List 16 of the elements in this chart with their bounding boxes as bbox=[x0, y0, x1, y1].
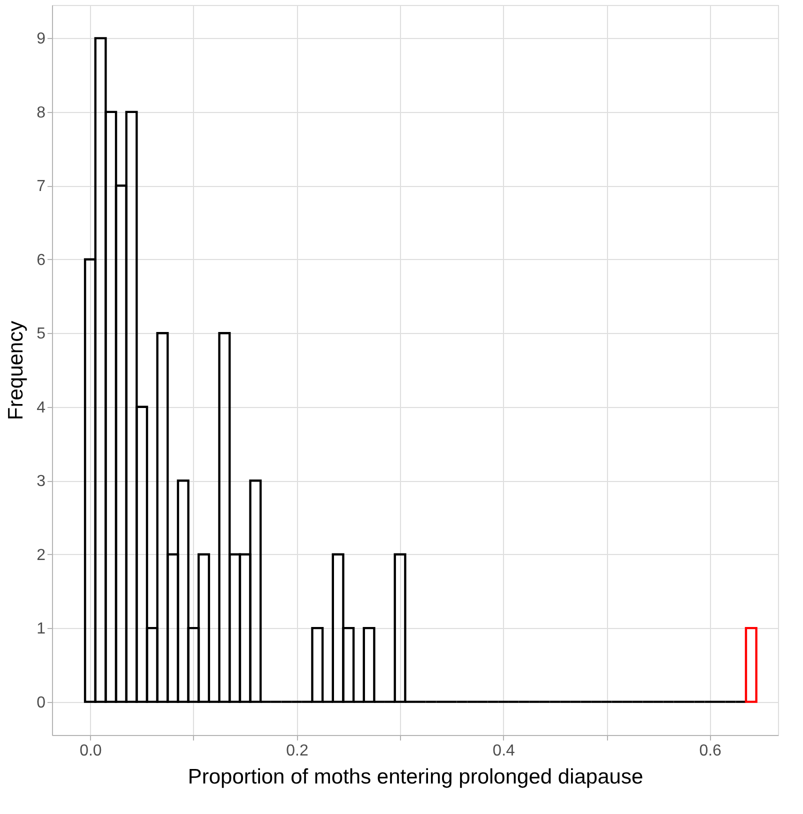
y-tick-label: 8 bbox=[36, 104, 46, 122]
y-tick-label: 1 bbox=[36, 620, 46, 638]
y-tick-label: 3 bbox=[36, 473, 46, 490]
x-tick-label: 0.6 bbox=[699, 742, 722, 760]
x-axis-title: Proportion of moths entering prolonged diapause bbox=[188, 766, 644, 788]
y-axis-title: Frequency bbox=[4, 320, 28, 420]
y-tick-label: 5 bbox=[36, 326, 46, 343]
y-tick-label: 2 bbox=[36, 546, 46, 564]
x-tick-label: 0.4 bbox=[492, 742, 516, 760]
x-tick-label: 0.0 bbox=[80, 742, 102, 760]
y-tick-label: 0 bbox=[36, 694, 46, 712]
y-tick-label: 6 bbox=[36, 252, 46, 269]
y-tick-label: 9 bbox=[36, 30, 46, 48]
x-tick-label: 0.2 bbox=[286, 742, 308, 760]
y-tick-label: 7 bbox=[36, 178, 46, 196]
y-tick-label: 4 bbox=[36, 399, 46, 416]
